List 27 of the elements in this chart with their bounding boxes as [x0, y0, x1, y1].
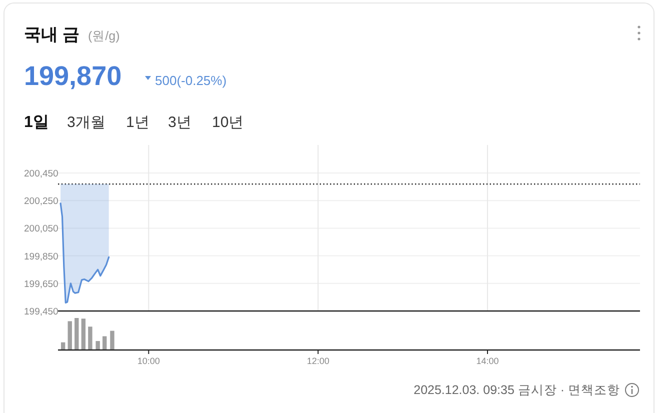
text: 1년	[126, 114, 150, 131]
bar	[74, 318, 79, 350]
y-tick-label: 199,650	[24, 278, 58, 290]
text: 2025.12.03. 09:35 금시장 · 면책조항	[414, 383, 620, 397]
text: 199,870	[24, 61, 122, 91]
bar	[110, 330, 114, 350]
y-tick-label: 200,050	[24, 224, 58, 235]
y-tick-label: 199,450	[24, 306, 58, 318]
bar	[96, 341, 100, 350]
text: 3년	[168, 114, 192, 131]
chart-title: 국내 금	[24, 25, 80, 44]
text: 1일	[24, 114, 49, 131]
x-tick-label: 12:00	[306, 356, 330, 366]
x-tick-label: 14:00	[476, 356, 499, 366]
x-tick-label: 10:00	[137, 356, 160, 366]
y-tick-label: 199,850	[24, 251, 58, 262]
y-tick-label: 200,450	[24, 168, 58, 180]
chart-subtitle: (원/g)	[88, 29, 120, 43]
bar	[81, 318, 86, 350]
text: 500(-0.25%)	[155, 73, 227, 88]
text: 3개월	[67, 114, 106, 131]
text: 10년	[212, 114, 244, 131]
bar	[102, 336, 107, 350]
bar	[68, 321, 72, 350]
y-tick-label: 200,250	[24, 196, 58, 208]
line-series	[60, 202, 110, 304]
bar	[88, 326, 92, 350]
